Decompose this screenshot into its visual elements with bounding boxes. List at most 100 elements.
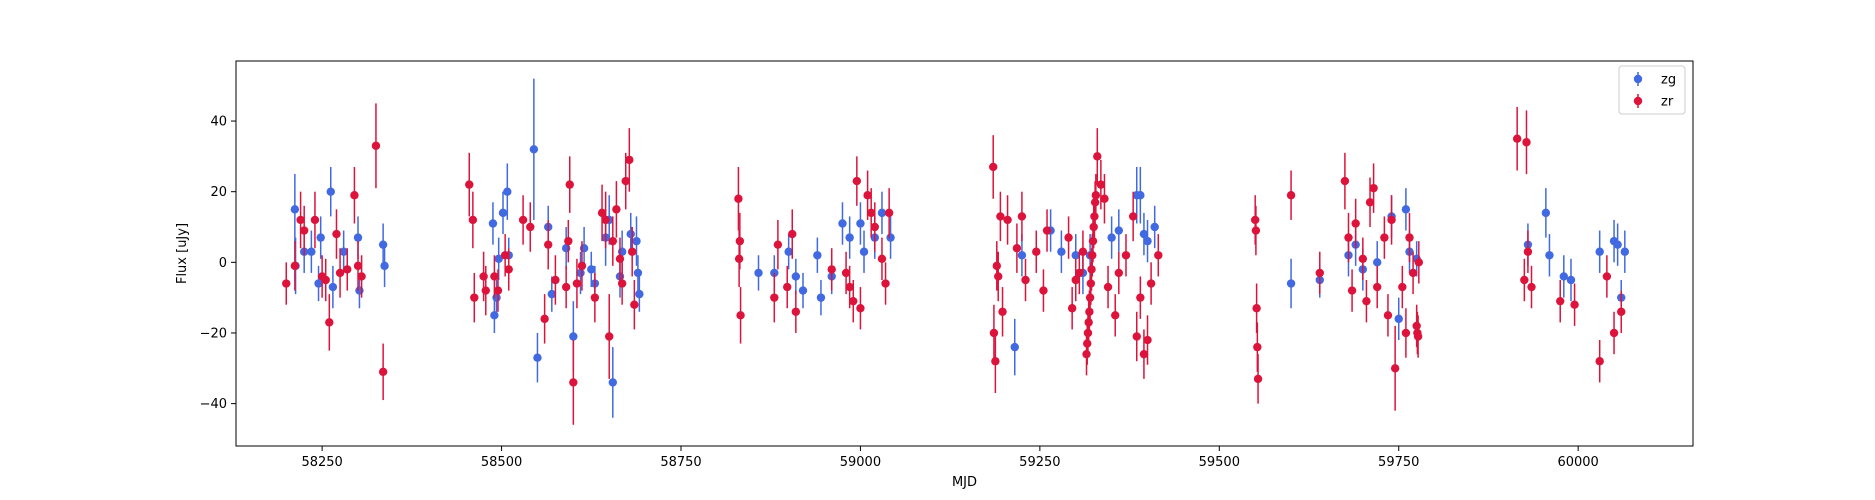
- data-point: [526, 223, 534, 231]
- data-point: [1133, 332, 1141, 340]
- data-point: [871, 223, 879, 231]
- data-point: [1111, 311, 1119, 319]
- data-point: [813, 251, 821, 259]
- y-tick-label: −20: [200, 326, 227, 341]
- data-point: [499, 209, 507, 217]
- data-point: [635, 290, 643, 298]
- data-point: [562, 283, 570, 291]
- data-point: [1395, 315, 1403, 323]
- data-point: [1610, 329, 1618, 337]
- data-point: [1570, 301, 1578, 309]
- y-tick-label: 0: [219, 256, 227, 271]
- data-point: [1595, 248, 1603, 256]
- data-point: [1068, 304, 1076, 312]
- data-point: [1287, 279, 1295, 287]
- x-tick-label: 59500: [1199, 455, 1240, 470]
- data-point: [601, 216, 609, 224]
- data-point: [1398, 283, 1406, 291]
- data-point: [1524, 248, 1532, 256]
- data-point: [1567, 276, 1575, 284]
- y-axis-label: Flux [uJy]: [175, 223, 190, 284]
- data-point: [792, 308, 800, 316]
- data-point: [792, 272, 800, 280]
- data-point: [489, 219, 497, 227]
- data-point: [1402, 205, 1410, 213]
- data-point: [482, 286, 490, 294]
- data-point: [540, 315, 548, 323]
- data-point: [1032, 248, 1040, 256]
- data-point: [1143, 336, 1151, 344]
- data-point: [1252, 304, 1260, 312]
- data-point: [1018, 212, 1026, 220]
- data-point: [1522, 138, 1530, 146]
- data-point: [470, 293, 478, 301]
- y-tick-label: 40: [210, 115, 227, 130]
- data-point: [329, 283, 337, 291]
- data-point: [291, 262, 299, 270]
- data-point: [1341, 177, 1349, 185]
- data-point: [1387, 216, 1395, 224]
- data-point: [817, 293, 825, 301]
- data-point: [1147, 279, 1155, 287]
- data-point: [788, 230, 796, 238]
- data-point: [530, 145, 538, 153]
- data-point: [1021, 276, 1029, 284]
- data-point: [1093, 152, 1101, 160]
- data-point: [856, 219, 864, 227]
- data-point: [849, 297, 857, 305]
- data-point: [300, 226, 308, 234]
- data-point: [1414, 332, 1422, 340]
- data-point: [1316, 269, 1324, 277]
- data-point: [580, 244, 588, 252]
- data-point: [355, 286, 363, 294]
- data-point: [1143, 237, 1151, 245]
- data-point: [783, 283, 791, 291]
- x-tick-label: 60000: [1557, 455, 1598, 470]
- data-point: [505, 265, 513, 273]
- data-point: [1542, 209, 1550, 217]
- data-point: [1520, 276, 1528, 284]
- data-point: [799, 286, 807, 294]
- data-point: [1013, 244, 1021, 252]
- data-point: [1039, 286, 1047, 294]
- data-point: [625, 156, 633, 164]
- data-point: [1252, 226, 1260, 234]
- data-point: [609, 237, 617, 245]
- data-point: [996, 212, 1004, 220]
- legend-label: zg: [1661, 73, 1676, 88]
- data-point: [770, 293, 778, 301]
- data-point: [1556, 297, 1564, 305]
- legend-marker: [1634, 97, 1642, 105]
- data-point: [612, 205, 620, 213]
- data-point: [754, 269, 762, 277]
- data-point: [616, 255, 624, 263]
- data-point: [479, 272, 487, 280]
- data-point: [1253, 343, 1261, 351]
- data-point: [734, 195, 742, 203]
- data-point: [618, 279, 626, 287]
- data-point: [993, 262, 1001, 270]
- x-tick-label: 59750: [1378, 455, 1419, 470]
- data-point: [1344, 233, 1352, 241]
- data-point: [1613, 240, 1621, 248]
- data-point: [1402, 329, 1410, 337]
- data-point: [1595, 357, 1603, 365]
- data-point: [1513, 135, 1521, 143]
- data-point: [327, 187, 335, 195]
- data-point: [503, 187, 511, 195]
- data-point: [1369, 184, 1377, 192]
- x-tick-label: 58250: [301, 455, 342, 470]
- data-point: [566, 180, 574, 188]
- data-point: [332, 230, 340, 238]
- data-point: [1405, 233, 1413, 241]
- data-point: [465, 180, 473, 188]
- data-point: [878, 255, 886, 263]
- data-point: [1136, 293, 1144, 301]
- data-point: [1287, 191, 1295, 199]
- data-point: [989, 163, 997, 171]
- legend: zg zr: [1619, 66, 1685, 114]
- data-point: [282, 279, 290, 287]
- data-point: [856, 304, 864, 312]
- data-point: [519, 216, 527, 224]
- data-point: [591, 293, 599, 301]
